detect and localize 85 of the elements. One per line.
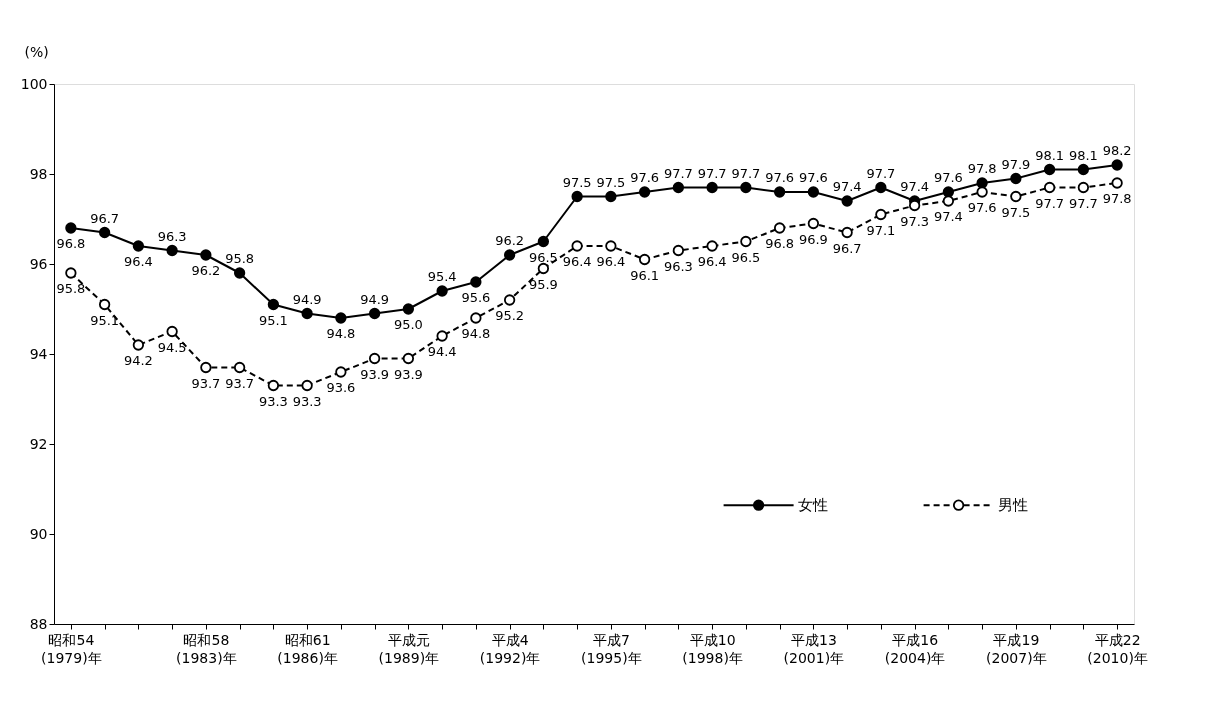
data-label: 96.4 [697,254,727,269]
data-label: 93.7 [191,375,221,391]
data-label: 95.4 [427,269,457,284]
y-tick-label: 100 [20,75,48,92]
x-tick-label: 昭和58 (1983)年 [176,631,237,666]
legend-label: 男性 [997,496,1028,515]
data-label: 96.7 [832,240,862,256]
x-tick-label: 昭和54 (1979)年 [41,631,102,666]
x-tick-label: 昭和61 (1986)年 [277,631,338,666]
data-label: 96.4 [123,254,153,269]
data-label: 97.4 [832,179,862,194]
x-tick-label: 平成7 (1995)年 [581,631,642,666]
data-label: 97.5 [1001,204,1031,220]
data-label: 97.7 [1035,195,1065,211]
data-label: 98.2 [1102,143,1132,158]
data-label: 97.7 [663,165,693,181]
data-label: 97.5 [596,174,626,190]
data-label: 95.6 [461,290,491,305]
data-label: 93.3 [258,393,288,409]
data-label: 97.6 [765,170,795,185]
data-label: 94.9 [292,291,322,307]
data-label: 97.6 [630,170,660,185]
data-label: 93.6 [326,380,356,395]
data-label: 97.1 [866,222,896,238]
x-tick-label: 平成16 (2004)年 [884,631,946,666]
data-label: 97.4 [933,209,963,224]
y-tick-label: 94 [29,345,48,362]
data-label: 97.3 [900,213,930,229]
data-label: 93.3 [292,393,322,409]
x-tick-label: 平成4 (1992)年 [479,631,541,666]
data-label: 95.2 [495,308,525,323]
data-label: 96.5 [528,249,558,265]
data-label: 97.8 [1102,191,1132,206]
data-label: 96.4 [596,254,626,269]
x-tick-label: 平成10 (1998)年 [682,631,743,666]
data-label: 93.9 [393,366,423,382]
y-tick-label: 88 [29,615,48,632]
data-label: 97.6 [798,170,828,185]
data-label: 95.9 [528,276,558,292]
data-label: 95.8 [225,251,255,266]
data-label: 95.1 [258,312,288,328]
data-label: 96.8 [56,236,86,251]
data-label: 95.0 [393,317,423,332]
data-label: 96.1 [630,267,660,283]
data-label: 97.6 [933,170,963,185]
data-label: 96.8 [765,236,795,251]
data-label: 97.4 [900,179,930,194]
data-label: 97.7 [866,165,896,181]
y-tick-label: 96 [29,255,48,272]
data-label: 97.9 [1001,156,1031,172]
data-label: 97.7 [731,165,761,181]
x-tick-label: 平成22 (2010)年 [1087,631,1148,666]
data-label: 98.1 [1035,147,1065,163]
data-label: 96.2 [191,263,221,278]
data-label: 96.5 [731,249,761,265]
y-tick-label: 98 [29,165,48,182]
y-tick-label: 92 [29,435,48,452]
data-label: 94.2 [123,353,153,368]
data-label: 96.2 [495,233,525,248]
y-tick-label: 90 [29,525,48,542]
data-label: 97.7 [697,165,727,181]
data-label: 97.7 [1068,195,1098,211]
x-tick-label: 平成13 (2001)年 [783,631,845,666]
data-label: 96.9 [798,231,828,247]
data-label: 96.4 [562,254,592,269]
data-label: 94.8 [326,326,356,341]
data-label: 96.3 [663,258,693,274]
data-label: 96.7 [90,210,120,226]
y-axis-title: (%) [24,43,49,60]
data-label: 95.8 [56,281,86,296]
x-tick-label: 平成19 (2007)年 [986,631,1047,666]
data-label: 94.5 [157,339,187,355]
data-label: 95.1 [90,312,120,328]
x-tick-label: 平成元 (1989)年 [378,631,440,666]
data-label: 94.4 [427,344,457,359]
data-label: 98.1 [1068,147,1098,163]
data-label: 94.8 [461,326,491,341]
data-label: 93.9 [360,366,390,382]
data-label: 93.7 [225,375,255,391]
data-label: 96.3 [157,228,187,244]
data-label: 97.8 [967,161,997,176]
data-label: 94.9 [360,291,390,307]
data-label: 97.5 [562,174,592,190]
legend-label: 女性 [797,496,828,515]
data-label: 97.6 [967,200,997,215]
